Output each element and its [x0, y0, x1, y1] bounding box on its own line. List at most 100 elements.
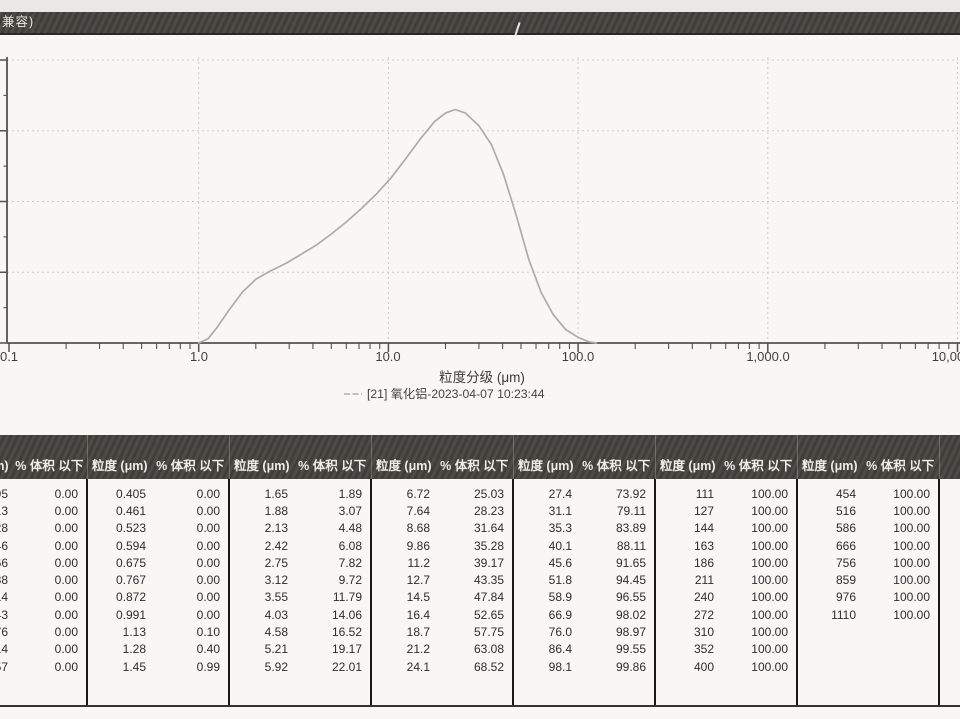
table-column-body: 0.09950.000.1130.000.1280.000.1460.000.1…	[0, 479, 88, 706]
percent-cell: 16.52	[331, 625, 362, 640]
table-row: 3.12 9.72	[230, 571, 370, 588]
percent-cell: 0.00	[196, 538, 220, 553]
table-row: 127 100.00	[656, 502, 796, 519]
size-header: 粒度 (μm)	[517, 459, 574, 473]
particle-size-distribution-chart: 0.1 1.0 10.0 100.0 1,000.0 10,000.0 粒度分级…	[0, 57, 960, 401]
table-row: 272 100.00	[656, 606, 796, 623]
size-cell: 0.991	[115, 607, 146, 622]
size-cell: 240	[693, 590, 714, 605]
percent-cell: 0.99	[196, 659, 220, 674]
percent-cell: 0.00	[196, 521, 220, 536]
table-column-header: 粒度 (μm) % 体积 以下	[656, 435, 798, 479]
percent-cell: 88.11	[616, 538, 646, 553]
percent-cell: 98.97	[615, 625, 646, 640]
table-column-pair: 粒度 (μm) % 体积 以下 0.09950.000.1130.000.1280.…	[0, 435, 88, 706]
table-row: 66.9 98.02	[514, 606, 654, 623]
percent-cell: 100.00	[751, 486, 788, 501]
table-row: 0.188 0.00	[0, 571, 86, 588]
percent-cell: 11.79	[332, 590, 362, 605]
percent-cell: 0.10	[196, 625, 220, 640]
page-top-margin	[0, 0, 960, 12]
size-cell: 0.214	[0, 590, 8, 605]
table-row: 0.128 0.00	[0, 520, 86, 537]
size-cell: 0.314	[0, 642, 8, 657]
percent-cell: 28.23	[473, 503, 504, 518]
percent-cell: 100.00	[751, 590, 788, 605]
table-column-header: 粒度 (μm) % 体积 以下	[372, 435, 514, 479]
percent-cell: 52.65	[473, 607, 504, 622]
particle-size-table: 粒度 (μm) % 体积 以下 0.09950.000.1130.000.1280.…	[0, 435, 960, 706]
table-row: 400 100.00	[656, 658, 796, 675]
table-column-header: 粒度 (μm) % 体积 以下	[514, 435, 656, 479]
percent-cell: 100.00	[751, 642, 788, 657]
table-column-pair: 粒度 (μm) % 体积 以下 27.4 73.92 31.1 79.11 35.3 83.8…	[514, 435, 656, 706]
table-row: 666 100.00	[798, 537, 938, 554]
percent-cell: 100.00	[751, 573, 788, 588]
table-header-band	[0, 435, 960, 479]
legend-label: [21] 氧化铝-2023-04-07 10:23:44	[367, 386, 545, 401]
percent-cell: 0.00	[54, 659, 78, 674]
table-row: 240 100.00	[656, 589, 796, 606]
size-cell: 1110	[831, 607, 856, 622]
size-cell: 86.4	[548, 642, 572, 657]
percent-cell: 100.00	[893, 538, 930, 553]
table-row: 4.03 14.06	[230, 606, 370, 623]
table-row: 31.1 79.11	[514, 502, 654, 519]
table-row: 0.113 0.00	[0, 502, 86, 519]
table-row: 58.9 96.55	[514, 589, 654, 606]
compatibility-label: 兼容)	[2, 15, 35, 29]
size-cell: 1.65	[264, 486, 288, 501]
table-row: 111 100.00	[656, 485, 796, 502]
table-row: 11.2 39.17	[372, 554, 512, 571]
table-column-header: 粒度 (μm) % 体积 以下	[0, 435, 88, 479]
size-cell: 66.9	[548, 607, 572, 622]
percent-cell: 0.00	[54, 573, 78, 588]
percent-cell: 0.00	[196, 607, 220, 622]
table-column-header: 粒度 (μm) % 体积 以下	[230, 435, 372, 479]
size-cell: 8.68	[406, 521, 430, 536]
percent-cell: 57.75	[473, 625, 504, 640]
size-header: 粒度 (μm)	[91, 459, 148, 473]
table-row: 35.3 83.89	[514, 520, 654, 537]
table-row: 24.1 68.52	[372, 658, 512, 675]
table-row: 0.675 0.00	[88, 554, 228, 571]
x-tick-label-1-0: 1.0	[190, 349, 208, 364]
size-cell: 5.21	[264, 642, 288, 657]
size-cell: 272	[693, 607, 714, 622]
percent-cell: 47.84	[473, 590, 504, 605]
table-row: 586 100.00	[798, 520, 938, 537]
size-header: 粒度 (μm)	[0, 459, 9, 473]
size-cell: 3.55	[264, 590, 288, 605]
table-row: 0.991 0.00	[88, 606, 228, 623]
size-cell: 18.7	[406, 625, 430, 640]
size-cell: 0.146	[0, 538, 8, 553]
size-cell: 2.13	[264, 521, 288, 536]
size-cell: 756	[835, 555, 856, 570]
table-row: 6.72 25.03	[372, 485, 512, 502]
size-cell: 0.166	[0, 555, 8, 570]
table-column-pair: 粒度 (μm) % 体积 以下 111 100.00 127 100.00 144 100.0…	[656, 435, 798, 706]
percent-cell: 79.11	[616, 503, 646, 518]
size-cell: 0.675	[115, 555, 146, 570]
size-cell: 211	[694, 573, 714, 588]
table-row: 1110 100.00	[798, 606, 938, 623]
percent-cell: 0.40	[196, 642, 220, 657]
size-cell: 27.4	[548, 486, 572, 501]
size-cell: 666	[835, 538, 856, 553]
table-row: 2.13 4.48	[230, 520, 370, 537]
size-cell: 859	[835, 573, 856, 588]
percent-cell: 0.00	[196, 573, 220, 588]
percent-cell: 25.03	[473, 486, 504, 501]
table-row: 454 100.00	[798, 485, 938, 502]
percent-header: % 体积 以下	[15, 459, 84, 473]
size-header: 粒度 (μm)	[233, 459, 290, 473]
percent-cell: 63.08	[473, 642, 504, 657]
percent-header: % 体积 以下	[156, 459, 225, 473]
table-row: 976 100.00	[798, 589, 938, 606]
table-row: 163 100.00	[656, 537, 796, 554]
percent-cell: 39.17	[473, 555, 504, 570]
percent-header: % 体积 以下	[866, 459, 935, 473]
size-cell: 2.42	[264, 538, 288, 553]
table-row: 310 100.00	[656, 623, 796, 640]
table-row: 0.0995 0.00	[0, 485, 86, 502]
